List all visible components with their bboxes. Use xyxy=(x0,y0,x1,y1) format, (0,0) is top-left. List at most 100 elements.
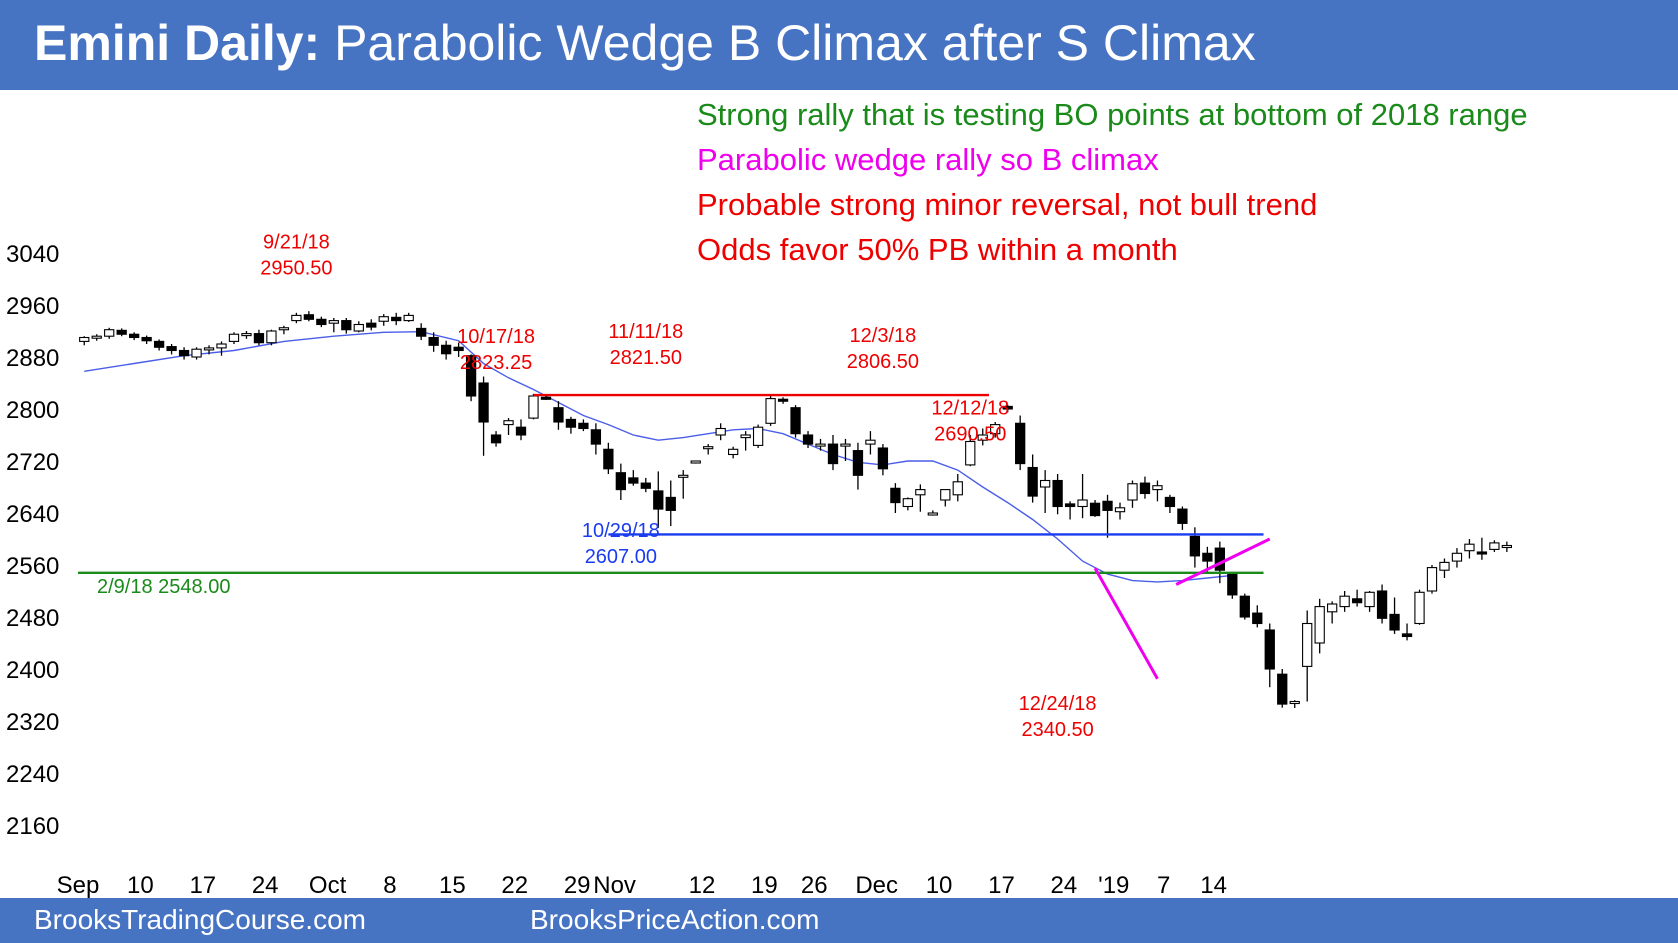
candle-body xyxy=(303,314,315,320)
footer-bar: BrooksTradingCourse.com BrooksPriceActio… xyxy=(0,898,1678,943)
annotation-date: 10/17/18 xyxy=(457,326,535,348)
candle-body xyxy=(840,443,851,447)
candle-body xyxy=(1314,606,1325,644)
annotation-price: 2806.50 xyxy=(847,351,919,373)
candle-body xyxy=(1077,499,1088,508)
chart-title: Emini Daily: Parabolic Wedge B Climax af… xyxy=(34,14,1256,72)
x-tick-label: 10 xyxy=(127,872,154,898)
note-parabolic-wedge: Parabolic wedge rally so B climax xyxy=(697,142,1159,177)
candle-body xyxy=(1302,622,1313,667)
x-tick-label: 10 xyxy=(926,872,953,898)
candle-body xyxy=(540,396,552,400)
candle-body xyxy=(1152,485,1163,491)
candlestick-chart: 3040 2960 2880 2800 2720 2640 2560 2480 2400 2320… xyxy=(6,232,1513,898)
candle-body xyxy=(1202,552,1213,562)
candle-body xyxy=(1127,483,1138,501)
annotation-price: 2823.25 xyxy=(460,352,532,374)
candle-body xyxy=(965,440,976,466)
candle-body xyxy=(940,489,951,501)
candle-body xyxy=(1439,561,1450,571)
candle-body xyxy=(865,439,876,445)
candle-body xyxy=(802,434,814,445)
candle-body xyxy=(1401,633,1413,638)
annotation-date: 12/24/18 xyxy=(1019,693,1097,715)
candle-body xyxy=(416,327,427,337)
candle-body xyxy=(1177,508,1188,524)
footer-right-site: BrooksPriceAction.com xyxy=(530,904,820,935)
x-tick-label: 22 xyxy=(501,872,528,898)
candle-body xyxy=(1227,573,1238,596)
candle-body xyxy=(1052,479,1063,508)
candle-body xyxy=(1464,543,1475,552)
candle-body xyxy=(1102,500,1113,511)
x-tick-label: Nov xyxy=(593,872,636,898)
y-tick-label: 2880 xyxy=(6,345,59,372)
candle-body xyxy=(440,344,452,355)
candle-body xyxy=(1002,405,1013,410)
y-tick-label: 2320 xyxy=(6,709,59,736)
candle-body xyxy=(915,489,926,496)
candle-body xyxy=(1414,591,1425,625)
candle-body xyxy=(1289,700,1300,705)
note-strong-rally: Strong rally that is testing BO points a… xyxy=(697,97,1528,132)
candle-body xyxy=(1114,507,1126,513)
candle-body xyxy=(291,314,302,322)
candle-body xyxy=(228,333,240,342)
candle-body xyxy=(603,448,614,470)
x-tick-label: Sep xyxy=(57,872,100,898)
annotation-date: 10/29/18 xyxy=(582,520,660,542)
candle-body xyxy=(1064,503,1076,508)
candle-body xyxy=(728,448,739,456)
candle-body xyxy=(578,422,589,430)
annotation-price: 2340.50 xyxy=(1021,719,1093,741)
candle-body xyxy=(528,395,539,419)
candle-body xyxy=(1489,542,1500,550)
candle-body xyxy=(515,426,527,436)
candle-body xyxy=(752,426,764,446)
candle-body xyxy=(1264,629,1275,670)
candle-body xyxy=(765,398,776,424)
candle-body xyxy=(1327,603,1338,613)
candle-body xyxy=(465,355,477,397)
x-tick-label: 29 xyxy=(564,872,591,898)
candle-body xyxy=(191,348,202,358)
candle-body xyxy=(316,318,327,326)
candle-body xyxy=(740,434,751,439)
candle-body xyxy=(153,340,165,348)
candle-body xyxy=(1476,551,1488,555)
note-pullback-odds: Odds favor 50% PB within a month xyxy=(697,232,1178,267)
candle-body xyxy=(678,474,689,478)
title-bold: Emini Daily: xyxy=(34,15,321,71)
candle-body xyxy=(328,320,339,324)
candle-body xyxy=(1389,613,1400,631)
candle-body xyxy=(104,329,115,337)
candle-body xyxy=(553,407,564,423)
candle-body xyxy=(166,346,177,352)
y-tick-label: 2480 xyxy=(6,605,59,632)
x-tick-label: Oct xyxy=(309,872,347,898)
candle-body xyxy=(615,472,626,491)
candle-body xyxy=(1189,535,1201,557)
candle-body xyxy=(777,398,789,402)
x-tick-label: 24 xyxy=(1051,872,1078,898)
y-tick-label: 2800 xyxy=(6,397,59,424)
y-tick-label: 2640 xyxy=(6,501,59,528)
candle-body xyxy=(1039,479,1051,488)
candle-body xyxy=(1252,612,1263,625)
breakout-level-label: 2/9/18 2548.00 xyxy=(97,576,230,598)
x-tick-label: 15 xyxy=(439,872,466,898)
x-tick-label: 19 xyxy=(751,872,778,898)
candle-body xyxy=(403,314,414,322)
candle-body xyxy=(391,316,402,322)
title-rest: Parabolic Wedge B Climax after S Climax xyxy=(320,15,1256,71)
candle-body xyxy=(1426,567,1438,592)
y-tick-label: 2720 xyxy=(6,449,59,476)
annotation-price: 2821.50 xyxy=(610,347,682,369)
candle-body xyxy=(640,482,651,489)
y-tick-label: 2240 xyxy=(6,761,59,788)
annotation-price: 2690.50 xyxy=(934,423,1006,445)
candle-body xyxy=(478,382,489,423)
candle-body xyxy=(129,333,140,339)
candle-body xyxy=(703,446,714,450)
candle-body xyxy=(1277,673,1288,705)
